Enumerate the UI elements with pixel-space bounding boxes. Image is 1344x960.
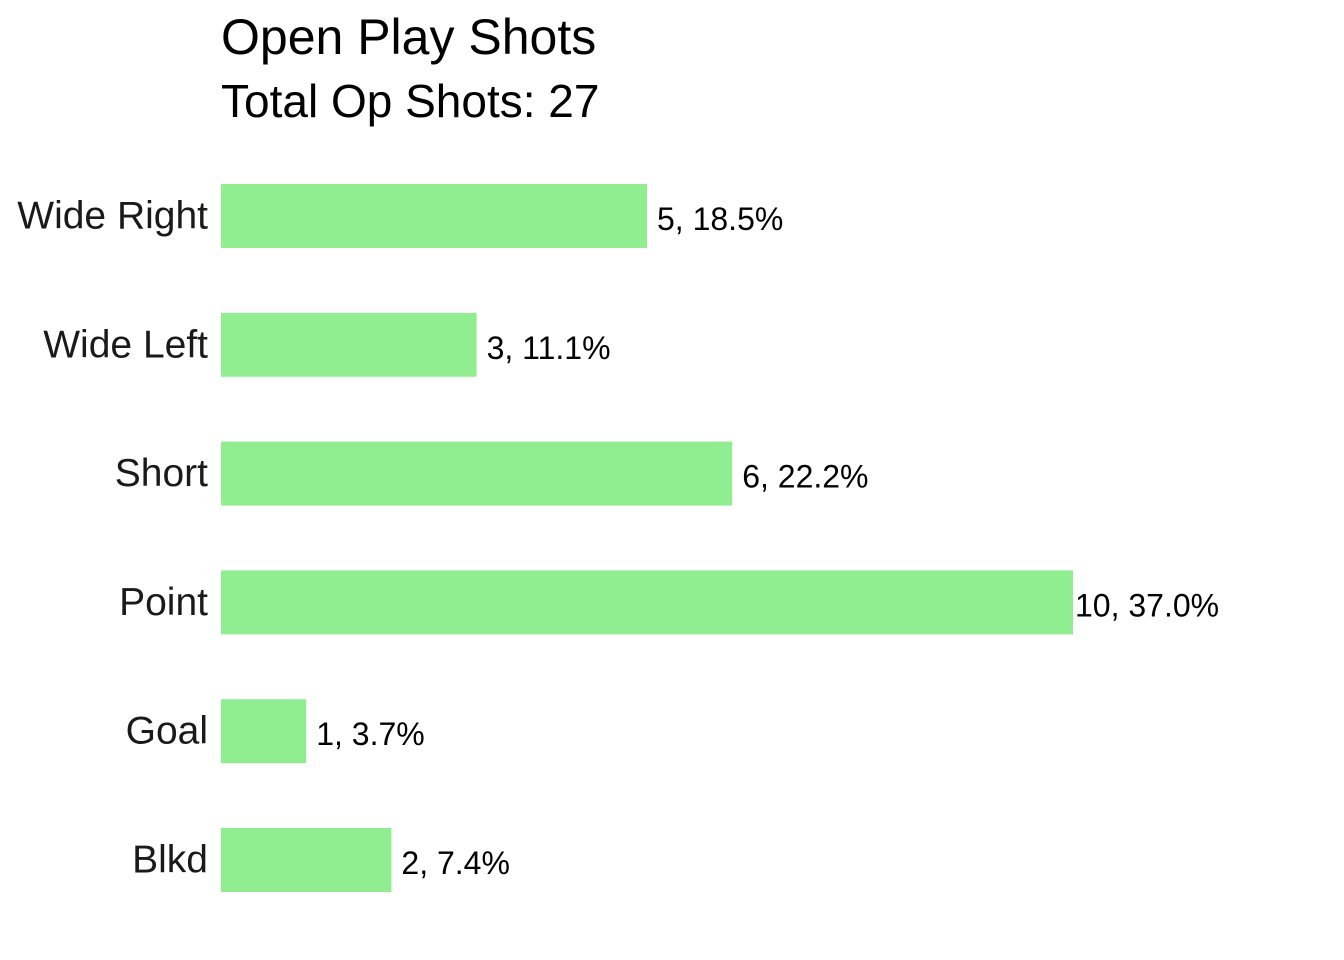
bars-layer: [221, 184, 1073, 892]
bar-short: [221, 441, 733, 506]
bar-goal: [221, 699, 307, 764]
bar-wide-left: [221, 312, 477, 377]
category-label-wide-left: Wide Left: [43, 323, 208, 366]
data-label-point: 10, 37.0%: [1075, 587, 1219, 623]
data-label-wide-right: 5, 18.5%: [657, 201, 783, 237]
category-label-goal: Goal: [126, 710, 208, 753]
category-label-point: Point: [119, 581, 208, 624]
bar-blkd: [221, 828, 392, 892]
data-label-short: 6, 22.2%: [742, 459, 868, 495]
category-label-blkd: Blkd: [132, 839, 208, 882]
data-label-wide-left: 3, 11.1%: [487, 330, 611, 366]
bar-wide-right: [221, 184, 647, 248]
chart-subtitle: Total Op Shots: 27: [221, 75, 599, 127]
category-label-short: Short: [115, 452, 208, 495]
category-labels-layer: Wide Right Wide Left Short Point Goal Blkd: [17, 195, 208, 882]
category-label-wide-right: Wide Right: [17, 195, 208, 238]
bar-point: [221, 570, 1073, 635]
data-label-goal: 1, 3.7%: [316, 716, 425, 752]
value-labels-layer: 5, 18.5% 3, 11.1% 6, 22.2% 10, 37.0% 1, 3.7%…: [316, 201, 1219, 881]
chart-title: Open Play Shots: [221, 9, 596, 65]
data-label-blkd: 2, 7.4%: [401, 845, 510, 881]
